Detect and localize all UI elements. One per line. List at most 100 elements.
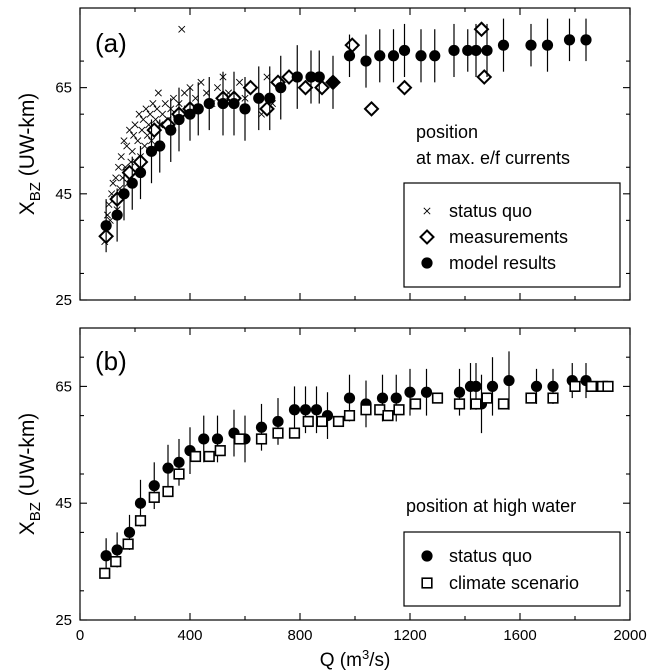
data-point xyxy=(143,131,151,139)
data-point xyxy=(473,21,490,38)
data-point xyxy=(126,177,138,189)
data-point xyxy=(100,550,112,562)
data-point xyxy=(374,50,386,62)
data-point xyxy=(139,115,147,124)
data-point xyxy=(569,380,581,393)
data-point xyxy=(152,115,160,124)
panel-a-annotation-line2: at max. e/f currents xyxy=(416,148,570,168)
y-tick-label: 45 xyxy=(55,495,72,512)
x-tick-label: 1200 xyxy=(393,627,426,644)
data-point xyxy=(111,209,123,221)
data-point xyxy=(530,380,543,392)
legend-marker-climate-scenario xyxy=(421,577,433,589)
data-point xyxy=(343,50,356,62)
data-point xyxy=(525,39,537,51)
data-point xyxy=(272,427,284,439)
data-point xyxy=(376,392,389,404)
data-point xyxy=(448,44,460,57)
panel-b-y-axis-label: XBZ (UW-km) xyxy=(16,413,44,536)
data-point xyxy=(409,398,422,410)
data-point xyxy=(547,380,559,392)
data-point xyxy=(213,84,222,92)
x-tick-label: 400 xyxy=(177,627,202,644)
data-point xyxy=(189,450,202,463)
x-tick-label: 2000 xyxy=(613,627,646,644)
data-point xyxy=(198,433,210,445)
data-point xyxy=(302,415,314,428)
y-tick-label: 25 xyxy=(55,292,72,309)
data-point xyxy=(541,39,554,51)
data-point xyxy=(125,126,134,134)
data-point xyxy=(332,415,345,428)
data-point xyxy=(165,124,177,136)
series-model-results xyxy=(100,18,592,253)
x-tick-label: 1600 xyxy=(503,627,536,644)
data-point xyxy=(313,71,325,83)
data-point xyxy=(429,50,441,62)
data-point xyxy=(497,398,510,410)
data-point xyxy=(305,71,317,83)
x-tick-label: 800 xyxy=(287,627,312,644)
data-point xyxy=(117,153,125,161)
legend-label: status quo xyxy=(449,201,532,221)
data-point xyxy=(109,179,117,187)
data-point xyxy=(99,567,111,579)
legend-label: climate scenario xyxy=(449,573,579,593)
data-point xyxy=(272,415,284,428)
data-point xyxy=(122,538,134,550)
data-point xyxy=(415,50,427,62)
data-point xyxy=(288,427,301,439)
data-point xyxy=(130,131,138,139)
panel-a: 25 45 65 (a) position at max. e/f currents… xyxy=(16,7,631,309)
data-point xyxy=(202,89,211,97)
data-point xyxy=(211,433,224,445)
data-point xyxy=(119,174,127,182)
panel-b-legend: status quo climate scenario xyxy=(421,546,579,593)
data-point xyxy=(161,100,169,108)
data-point xyxy=(476,69,493,85)
panel-a-legend-box xyxy=(403,182,621,288)
data-point xyxy=(481,392,493,404)
panel-a-annotation-line1: position xyxy=(416,122,478,142)
data-point xyxy=(255,421,268,433)
data-point xyxy=(127,158,135,166)
data-point xyxy=(453,398,466,410)
data-point xyxy=(110,555,122,568)
data-point xyxy=(396,79,413,96)
panel-b-label: (b) xyxy=(95,346,127,376)
data-point xyxy=(374,404,386,416)
data-point xyxy=(158,110,167,118)
panel-b-ticks: 25 45 65 0 400 800 1200 1600 2000 xyxy=(55,328,647,644)
x-axis-label-sup: 3 xyxy=(362,647,369,662)
panel-a-y-axis-label: XBZ (UW-km) xyxy=(16,93,44,216)
y-tick-label: 65 xyxy=(55,80,72,97)
data-point xyxy=(404,386,416,398)
data-point xyxy=(343,409,356,422)
data-point xyxy=(343,392,356,404)
data-point xyxy=(178,25,186,33)
data-point xyxy=(131,121,139,129)
data-point xyxy=(264,92,276,104)
data-point xyxy=(382,409,394,422)
data-point xyxy=(154,89,162,97)
panel-b-y-axis-label-sub: BZ xyxy=(27,502,44,521)
data-point xyxy=(253,92,265,104)
data-point xyxy=(148,480,160,492)
data-point xyxy=(398,44,411,57)
data-point xyxy=(142,105,150,113)
data-point xyxy=(242,79,259,96)
data-point xyxy=(100,220,112,232)
data-point xyxy=(481,44,493,57)
legend-label: model results xyxy=(449,253,556,273)
data-point xyxy=(134,497,147,509)
x-axis-label-tail: /s) xyxy=(369,650,390,671)
data-point xyxy=(141,142,149,150)
data-point xyxy=(114,163,123,171)
data-point xyxy=(203,450,215,463)
data-point xyxy=(162,485,174,498)
panel-a-marks xyxy=(98,18,592,253)
data-point xyxy=(162,462,174,474)
data-point xyxy=(103,211,112,219)
data-point xyxy=(233,433,246,445)
